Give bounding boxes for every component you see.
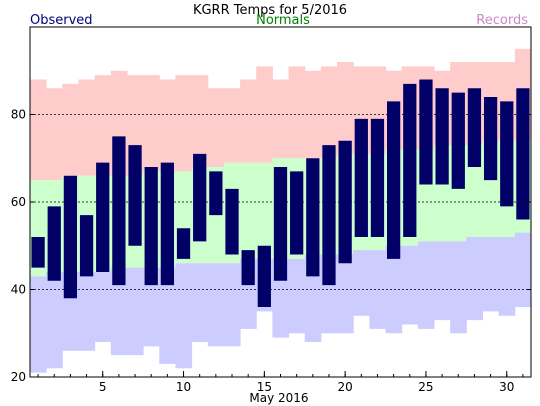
record-low-band: [46, 272, 63, 369]
observed-bar: [451, 92, 465, 189]
observed-bar: [257, 245, 271, 307]
observed-bar: [31, 237, 45, 268]
record-high-band: [78, 79, 96, 176]
record-high-band: [30, 79, 47, 181]
observed-bar: [483, 97, 498, 181]
record-low-band: [385, 245, 403, 334]
record-high-band: [159, 79, 176, 172]
record-low-band: [78, 272, 96, 351]
observed-bar: [435, 88, 449, 185]
record-high-band: [143, 75, 160, 172]
record-low-band: [143, 267, 160, 347]
observed-bar: [403, 83, 417, 237]
observed-bar: [209, 171, 223, 216]
record-low-band: [466, 237, 484, 321]
observed-bar: [338, 140, 352, 264]
y-tick-label: 20: [11, 370, 26, 384]
record-low-band: [353, 250, 370, 316]
record-low-band: [450, 241, 467, 334]
record-low-band: [498, 237, 516, 316]
record-low-band: [369, 250, 387, 329]
record-low-band: [401, 245, 419, 325]
observed-bar: [419, 79, 433, 185]
observed-bar: [387, 101, 401, 259]
observed-bar: [176, 228, 191, 259]
record-low-band: [207, 263, 225, 347]
normal-band: [466, 145, 484, 237]
observed-bar: [47, 206, 61, 281]
observed-bar: [500, 101, 514, 207]
observed-bar: [241, 250, 255, 286]
record-high-band: [337, 62, 354, 154]
observed-bar: [273, 167, 288, 281]
observed-bar: [144, 167, 158, 286]
y-tick-label: 40: [11, 283, 26, 297]
observed-bar: [193, 153, 207, 242]
observed-bar: [79, 215, 94, 277]
record-low-band: [482, 237, 500, 312]
record-low-band: [94, 272, 112, 342]
record-low-band: [30, 276, 47, 373]
normal-band: [240, 162, 257, 259]
record-high-band: [304, 70, 322, 159]
x-tick-label: 30: [499, 380, 514, 394]
record-low-band: [337, 254, 354, 334]
observed-bar: [96, 162, 110, 272]
record-high-band: [46, 88, 63, 181]
observed-bar: [225, 188, 239, 255]
x-axis-label: May 2016: [249, 391, 308, 405]
observed-bar: [290, 171, 304, 255]
y-tick-label: 80: [11, 108, 26, 122]
record-low-band: [223, 263, 241, 347]
record-high-band: [207, 88, 225, 167]
record-high-band: [175, 75, 193, 172]
record-high-band: [240, 79, 257, 163]
plot-area: 20 40 60 80 5 10 15 20 25 30: [11, 26, 532, 394]
y-tick-label: 60: [11, 195, 26, 209]
chart-title: KGRR Temps for 5/2016: [193, 3, 347, 18]
x-tick-label: 20: [338, 380, 353, 394]
record-high-band: [94, 75, 112, 176]
record-low-band: [191, 263, 209, 342]
observed-bar: [128, 145, 142, 246]
record-low-band: [514, 232, 532, 307]
observed-bar: [354, 118, 368, 237]
x-tick-label: 5: [99, 380, 107, 394]
record-low-band: [175, 263, 193, 369]
observed-bar: [467, 88, 482, 167]
record-low-band: [159, 267, 176, 364]
legend-observed: Observed: [30, 13, 93, 28]
record-low-band: [434, 241, 451, 321]
observed-bar: [370, 118, 385, 237]
x-tick-label: 15: [257, 380, 272, 394]
observed-bar: [306, 158, 320, 277]
record-low-band: [417, 241, 435, 329]
record-low-band: [126, 267, 144, 356]
record-high-band: [62, 83, 79, 176]
record-high-band: [223, 88, 241, 163]
observed-bar: [112, 136, 126, 286]
record-low-band: [288, 258, 306, 334]
observed-bar: [322, 145, 336, 286]
x-tick-label: 10: [176, 380, 191, 394]
normal-band: [256, 162, 273, 259]
record-high-band: [191, 75, 209, 167]
legend-records: Records: [476, 13, 528, 28]
x-tick-label: 25: [418, 380, 433, 394]
observed-bar: [160, 162, 174, 286]
record-high-band: [272, 79, 290, 159]
record-high-band: [256, 66, 273, 163]
observed-bar: [63, 175, 78, 299]
record-high-band: [288, 66, 306, 159]
observed-bar: [516, 88, 530, 220]
legend-normals: Normals: [256, 13, 310, 28]
record-high-band: [320, 66, 338, 159]
